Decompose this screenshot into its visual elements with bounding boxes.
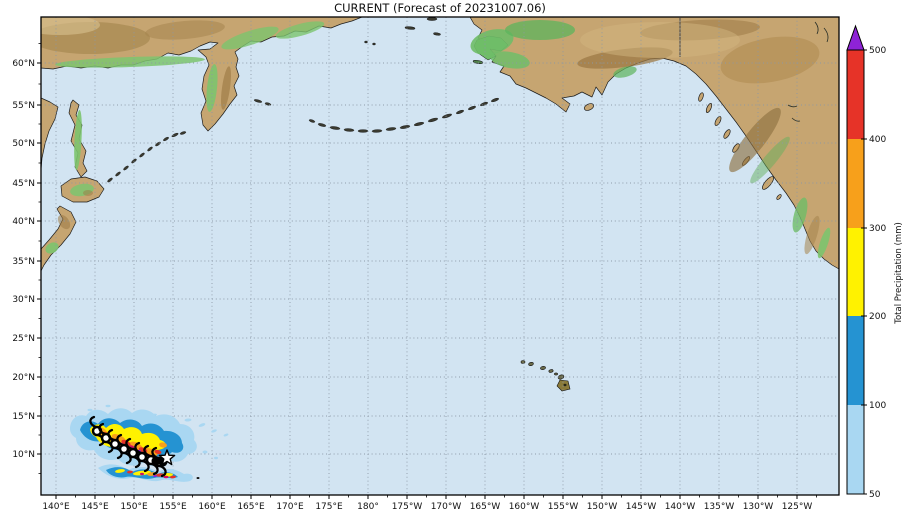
tropical-cyclone-symbol bbox=[134, 441, 150, 473]
y-tick-label: 10°N bbox=[12, 450, 35, 460]
colorbar-tick-label: 50 bbox=[869, 490, 881, 500]
small-island-dot bbox=[196, 477, 200, 479]
x-tick-label: 170°W bbox=[431, 502, 462, 512]
hawaii-big-island bbox=[556, 379, 571, 392]
y-tick-label: 60°N bbox=[12, 59, 35, 69]
x-tick-label: 160°E bbox=[198, 502, 226, 512]
y-tick-label: 55°N bbox=[12, 101, 35, 111]
y-axis-major-ticks bbox=[37, 62, 41, 455]
x-tick-label: 140°E bbox=[42, 502, 70, 512]
colorbar-tick-label: 500 bbox=[869, 46, 886, 56]
colorbar-segment-50-100 bbox=[847, 405, 864, 494]
figure-title: CURRENT (Forecast of 20231007.06) bbox=[334, 1, 546, 15]
map-detail-marks bbox=[787, 21, 829, 122]
y-axis-labels: 60°N 55°N 50°N 45°N 40°N 35°N 30°N 25°N … bbox=[12, 59, 35, 460]
x-axis-labels: 140°E 145°E 150°E 155°E 160°E 165°E 170°… bbox=[42, 502, 812, 512]
x-tick-label: 150°W bbox=[587, 502, 618, 512]
x-axis-minor-ticks bbox=[75, 495, 817, 498]
map-border bbox=[40, 16, 840, 496]
colorbar-segment-400-500 bbox=[847, 50, 864, 139]
kuril-islands bbox=[107, 131, 187, 183]
y-axis-minor-ticks bbox=[38, 43, 41, 474]
x-tick-label: 170°E bbox=[276, 502, 304, 512]
typhoon-track bbox=[89, 415, 176, 478]
colorbar-over-arrow bbox=[846, 24, 865, 51]
vancouver-island bbox=[762, 176, 774, 190]
y-tick-label: 40°N bbox=[12, 217, 35, 227]
tropical-cyclone-symbol bbox=[125, 437, 141, 469]
colorbar-outline bbox=[846, 49, 865, 495]
x-tick-label: 155°E bbox=[159, 502, 187, 512]
colorbar-segment-300-400 bbox=[847, 139, 864, 228]
hawaiian-islands bbox=[520, 360, 571, 392]
aleutian-islands bbox=[253, 97, 499, 133]
map-canvas bbox=[41, 17, 839, 495]
x-tick-label: 130°W bbox=[743, 502, 774, 512]
y-tick-label: 30°N bbox=[12, 295, 35, 305]
kodiak-island bbox=[583, 103, 595, 111]
colorbar: 50 100 200 300 400 500 Total Precipitati… bbox=[846, 24, 904, 500]
x-tick-label: 175°W bbox=[392, 502, 423, 512]
y-tick-label: 15°N bbox=[12, 412, 35, 422]
x-tick-label: 150°E bbox=[120, 502, 148, 512]
colorbar-tick-label: 200 bbox=[869, 312, 886, 322]
colorbar-tick-labels: 50 100 200 300 400 500 bbox=[869, 46, 886, 500]
colorbar-tick-label: 100 bbox=[869, 401, 886, 411]
latlon-gridlines bbox=[41, 17, 839, 495]
x-axis-major-ticks bbox=[55, 495, 798, 499]
x-tick-label: 145°E bbox=[81, 502, 109, 512]
y-tick-label: 25°N bbox=[12, 334, 35, 344]
y-tick-label: 35°N bbox=[12, 257, 35, 267]
colorbar-ticks bbox=[861, 49, 867, 495]
y-tick-label: 20°N bbox=[12, 373, 35, 383]
x-tick-label: 145°W bbox=[626, 502, 657, 512]
track-cluster bbox=[151, 456, 161, 466]
y-tick-label: 50°N bbox=[12, 139, 35, 149]
maui-island bbox=[557, 374, 565, 380]
x-tick-label: 155°W bbox=[548, 502, 579, 512]
x-tick-label: 165°W bbox=[470, 502, 501, 512]
ocean bbox=[41, 17, 839, 495]
colorbar-tick-label: 400 bbox=[869, 135, 886, 145]
colorbar-axis-label: Total Precipitation (mm) bbox=[894, 222, 904, 325]
x-tick-label: 125°W bbox=[782, 502, 813, 512]
x-tick-label: 135°W bbox=[704, 502, 735, 512]
tropical-cyclone-symbol bbox=[116, 433, 132, 465]
colorbar-segment-200-300 bbox=[847, 228, 864, 316]
x-tick-label: 165°E bbox=[237, 502, 265, 512]
x-tick-label: 160°W bbox=[509, 502, 540, 512]
x-tick-label: 175°E bbox=[315, 502, 343, 512]
current-position-star bbox=[158, 449, 176, 466]
colorbar-segment-100-200 bbox=[847, 316, 864, 405]
x-tick-label: 180° bbox=[357, 502, 379, 512]
colorbar-tick-label: 300 bbox=[869, 224, 886, 234]
x-tick-label: 140°W bbox=[665, 502, 696, 512]
y-tick-label: 45°N bbox=[12, 179, 35, 189]
